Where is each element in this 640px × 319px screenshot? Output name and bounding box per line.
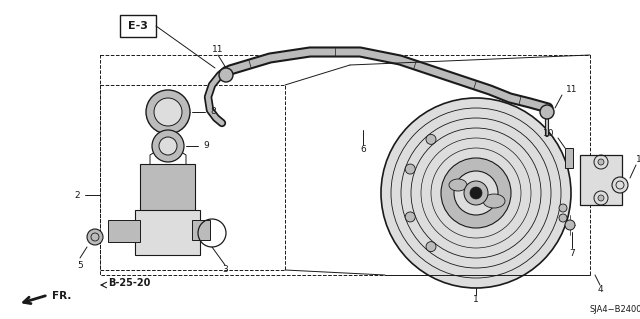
Circle shape <box>612 177 628 193</box>
Text: 11: 11 <box>566 85 577 94</box>
Text: E-3: E-3 <box>128 21 148 31</box>
Bar <box>108 220 140 242</box>
Text: FR.: FR. <box>52 291 72 301</box>
Bar <box>100 85 285 270</box>
Circle shape <box>405 164 415 174</box>
Bar <box>192 220 210 240</box>
Circle shape <box>540 105 554 119</box>
Circle shape <box>464 181 488 205</box>
Circle shape <box>152 130 184 162</box>
Ellipse shape <box>449 179 467 191</box>
Text: 6: 6 <box>360 145 366 154</box>
Circle shape <box>470 187 482 199</box>
Text: 8: 8 <box>210 108 216 116</box>
Circle shape <box>405 212 415 222</box>
Bar <box>100 55 590 275</box>
Bar <box>120 15 156 37</box>
Bar <box>135 210 200 255</box>
Text: 7: 7 <box>569 249 575 258</box>
Text: B-25-20: B-25-20 <box>108 278 150 288</box>
Circle shape <box>441 158 511 228</box>
Text: 4: 4 <box>597 286 603 294</box>
Circle shape <box>454 171 498 215</box>
Circle shape <box>426 241 436 252</box>
Text: 12: 12 <box>636 155 640 165</box>
Bar <box>565 148 573 168</box>
Circle shape <box>154 98 182 126</box>
Bar <box>580 155 622 205</box>
Text: 3: 3 <box>222 265 228 275</box>
Circle shape <box>426 134 436 145</box>
Text: 5: 5 <box>77 261 83 270</box>
Text: 9: 9 <box>203 142 209 151</box>
Text: 1: 1 <box>473 295 479 305</box>
Text: 11: 11 <box>212 46 224 55</box>
Circle shape <box>146 90 190 134</box>
Text: 10: 10 <box>543 129 554 137</box>
Circle shape <box>598 159 604 165</box>
Circle shape <box>219 68 233 82</box>
Circle shape <box>87 229 103 245</box>
Circle shape <box>381 98 571 288</box>
Ellipse shape <box>483 194 505 208</box>
Circle shape <box>159 137 177 155</box>
Circle shape <box>559 214 567 222</box>
Circle shape <box>565 220 575 230</box>
Text: 2: 2 <box>74 190 80 199</box>
Bar <box>140 164 195 214</box>
Text: SJA4−B2400A: SJA4−B2400A <box>590 306 640 315</box>
Circle shape <box>598 195 604 201</box>
Circle shape <box>559 204 567 212</box>
